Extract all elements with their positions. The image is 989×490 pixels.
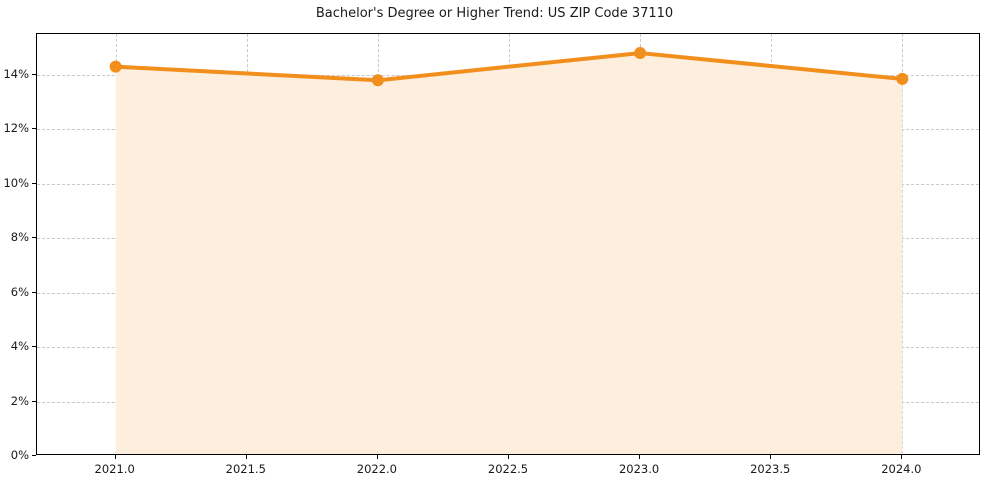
area-fill-path xyxy=(115,53,903,454)
series-layer xyxy=(109,47,909,454)
y-tick-label-3: 6% xyxy=(10,284,29,299)
x-tick-mark-1 xyxy=(245,455,247,459)
x-tick-label-1: 2021.5 xyxy=(225,462,266,476)
y-tick-label-5: 10% xyxy=(3,175,29,190)
x-tick-label-4: 2023.0 xyxy=(618,462,660,476)
x-tick-mark-4 xyxy=(639,455,641,459)
y-tick-label-4: 8% xyxy=(10,230,29,245)
x-tick-mark-2 xyxy=(376,455,378,459)
data-point-marker xyxy=(371,74,384,87)
data-point-marker xyxy=(634,47,647,60)
y-tick-label-2: 4% xyxy=(10,339,29,354)
plot-area xyxy=(36,33,980,455)
x-tick-label-5: 2023.5 xyxy=(750,462,791,476)
y-tick-label-6: 12% xyxy=(3,121,29,136)
gridline-x-6 xyxy=(902,34,904,454)
data-point-marker xyxy=(896,72,909,85)
x-tick-label-6: 2024.0 xyxy=(881,462,922,476)
x-tick-mark-5 xyxy=(770,455,772,459)
y-tick-label-1: 2% xyxy=(10,393,29,408)
x-tick-mark-3 xyxy=(508,455,509,459)
data-point-marker xyxy=(109,60,122,73)
y-tick-label-0: 0% xyxy=(10,448,29,462)
x-tick-mark-0 xyxy=(114,455,116,459)
x-tick-label-3: 2022.5 xyxy=(487,462,529,476)
trend-line-path xyxy=(113,51,905,83)
y-tick-label-7: 14% xyxy=(3,66,29,81)
y-tick-mark-0 xyxy=(32,455,36,456)
x-tick-label-0: 2021.0 xyxy=(94,462,135,476)
x-tick-mark-6 xyxy=(901,455,903,459)
x-tick-label-2: 2022.0 xyxy=(356,462,397,476)
data-point-markers xyxy=(109,47,909,87)
chart-title: Bachelor's Degree or Higher Trend: US ZI… xyxy=(315,6,674,21)
